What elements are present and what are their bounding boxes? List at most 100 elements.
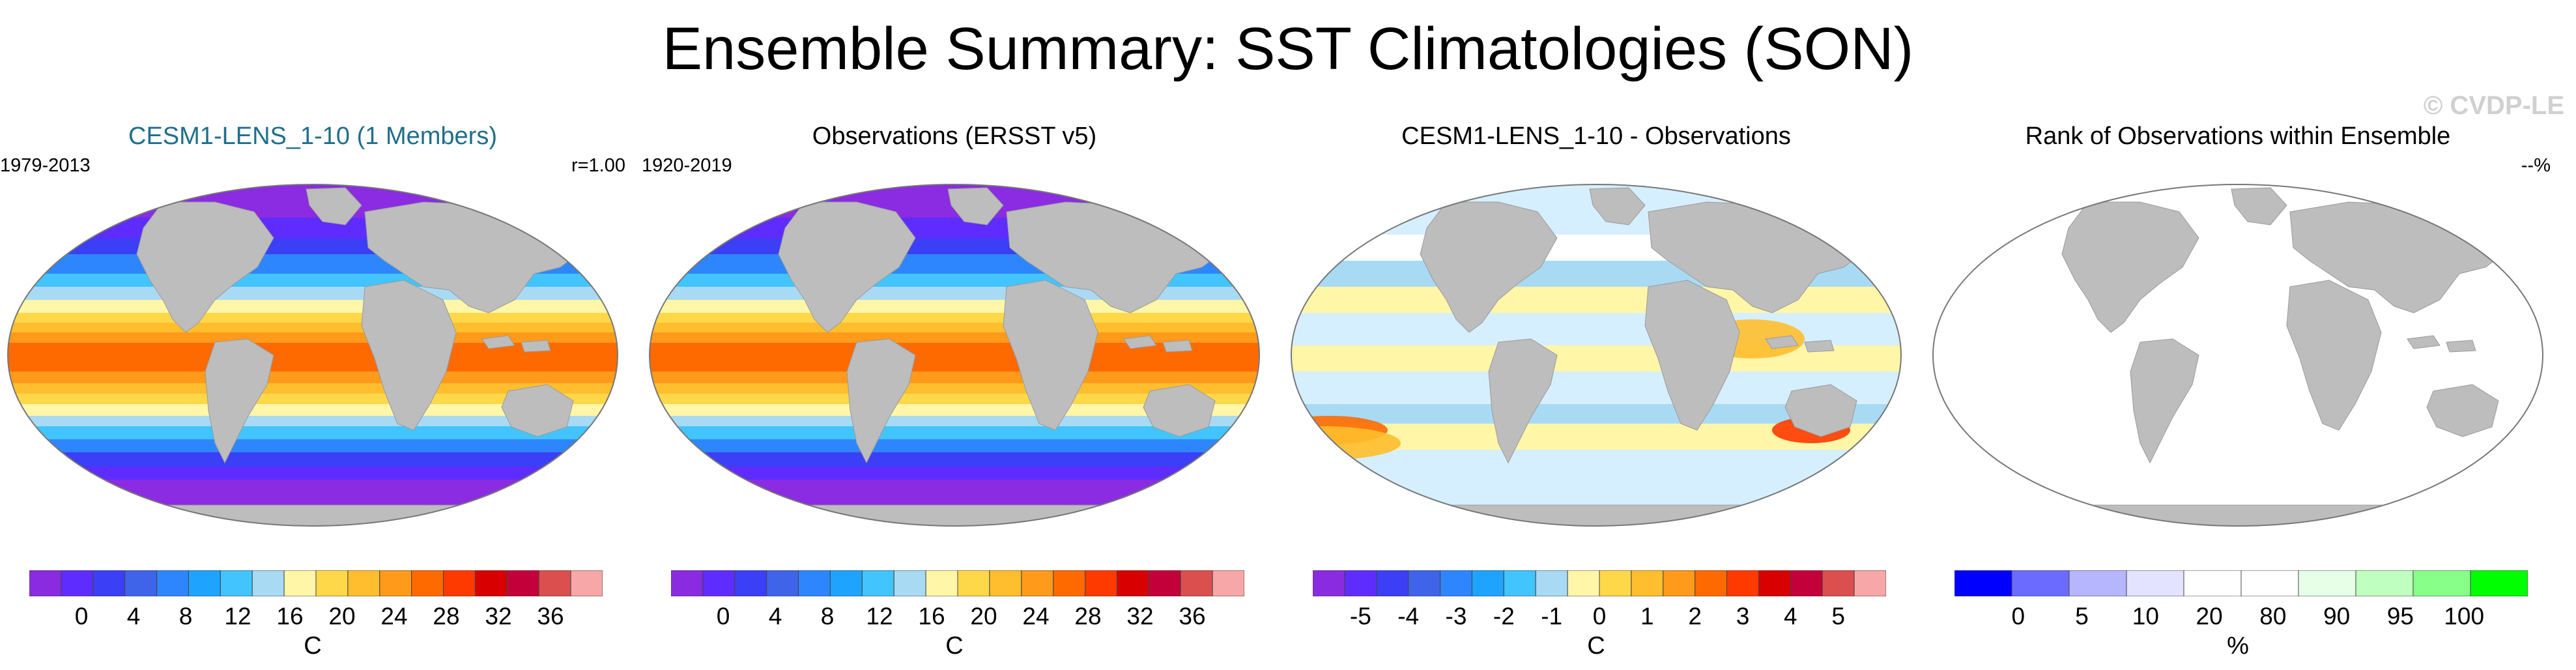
colorbar-swatch — [670, 570, 704, 597]
colorbar-unit: % — [2227, 632, 2249, 660]
sst-difference-map — [1283, 176, 1909, 534]
colorbar-swatch — [1312, 570, 1345, 597]
colorbar-swatch — [1085, 570, 1117, 597]
colorbar-swatch — [1599, 570, 1632, 597]
colorbar-tick-label: 8 — [179, 603, 193, 630]
colorbar-swatch — [93, 570, 126, 597]
colorbar-swatch — [1344, 570, 1377, 597]
colorbar-tick-label: 5 — [1831, 603, 1845, 630]
colorbar-tick-label: 4 — [126, 603, 141, 630]
colorbar-swatch — [2355, 570, 2414, 597]
colorbar-swatch — [379, 570, 412, 597]
colorbar-swatch — [61, 570, 94, 597]
sst-map — [642, 176, 1267, 534]
colorbar-swatch — [1376, 570, 1409, 597]
colorbar-swatch — [570, 570, 603, 597]
colorbar-swatch — [1567, 570, 1600, 597]
colorbar-swatch — [1021, 570, 1054, 597]
colorbar-tick-label: 36 — [1179, 603, 1206, 630]
colorbar-swatch — [474, 570, 508, 597]
colorbar-tick-label: 5 — [2075, 603, 2089, 630]
colorbar-tick-label: 0 — [716, 603, 730, 630]
colorbar-swatch — [1180, 570, 1213, 597]
colorbar-swatch — [538, 570, 571, 597]
panel-title: CESM1-LENS_1-10 - Observations — [1401, 123, 1791, 150]
colorbar-swatch — [2126, 570, 2184, 597]
colorbar-tick-label: 0 — [1592, 603, 1607, 630]
colorbar — [1954, 570, 2528, 597]
colorbar-swatch — [2298, 570, 2356, 597]
colorbar-swatch — [861, 570, 894, 597]
colorbar-swatch — [1148, 570, 1181, 597]
colorbar-swatch — [1212, 570, 1245, 597]
colorbar-swatch — [2470, 570, 2528, 597]
colorbar-tick-label: 8 — [820, 603, 835, 630]
panel-difference: CESM1-LENS_1-10 - Observations C -5 -4 -3-… — [1283, 117, 1909, 665]
colorbar-tick-label: -5 — [1349, 603, 1371, 630]
colorbar-swatch — [925, 570, 958, 597]
panel-title: Rank of Observations within Ensemble — [2025, 123, 2451, 150]
colorbar-swatch — [283, 570, 317, 597]
watermark: © CVDP-LE — [2423, 91, 2564, 120]
colorbar-tick-label: 16 — [276, 603, 304, 630]
colorbar — [1312, 570, 1887, 597]
colorbar-swatch — [1408, 570, 1441, 597]
colorbar-tick-label: -4 — [1397, 603, 1420, 630]
colorbar-tick-label: 4 — [1784, 603, 1797, 630]
rank-percent-label: --% — [2521, 155, 2551, 176]
panel-model-climatology: CESM1-LENS_1-10 (1 Members) 1979-2013 r=… — [0, 117, 625, 665]
colorbar-swatch — [1822, 570, 1855, 597]
colorbar-swatch — [1503, 570, 1536, 597]
panel-rank: Rank of Observations within Ensemble --%… — [1925, 117, 2551, 665]
pattern-correlation-label: r=1.00 — [571, 155, 625, 176]
colorbar-swatch — [1663, 570, 1696, 597]
colorbar-tick-label: 90 — [2323, 603, 2351, 630]
colorbar-swatch — [798, 570, 831, 597]
colorbar-swatch — [1695, 570, 1728, 597]
sst-map — [0, 176, 625, 534]
colorbar-tick-label: 20 — [328, 603, 356, 630]
colorbar-swatch — [1471, 570, 1504, 597]
colorbar-swatch — [124, 570, 158, 597]
colorbar-swatch — [989, 570, 1022, 597]
colorbar-swatch — [156, 570, 189, 597]
colorbar-swatch — [957, 570, 990, 597]
colorbar-swatch — [2240, 570, 2299, 597]
colorbar-tick-label: 0 — [74, 603, 89, 630]
colorbar-unit: C — [304, 632, 322, 660]
colorbar-swatch — [1726, 570, 1759, 597]
colorbar-tick-label: 20 — [2196, 603, 2223, 630]
panel-observations-climatology: Observations (ERSST v5) 1920-2019 C 0 4 8 1… — [642, 117, 1267, 665]
colorbar-swatch — [1853, 570, 1887, 597]
colorbar-swatch — [1116, 570, 1149, 597]
colorbar-swatch — [2011, 570, 2070, 597]
colorbar-swatch — [2183, 570, 2242, 597]
colorbar-tick-label: 12 — [866, 603, 893, 630]
colorbar-swatch — [1535, 570, 1568, 597]
colorbar-tick-label: 28 — [1074, 603, 1102, 630]
rank-map — [1925, 176, 2551, 534]
colorbar-swatch — [2412, 570, 2471, 597]
colorbar-swatch — [220, 570, 253, 597]
colorbar-tick-label: 2 — [1688, 603, 1702, 630]
colorbar-swatch — [829, 570, 863, 597]
colorbar-tick-label: 100 — [2444, 603, 2485, 630]
colorbar-tick-label: 95 — [2386, 603, 2414, 630]
colorbar-swatch — [506, 570, 539, 597]
colorbar-tick-label: -2 — [1493, 603, 1515, 630]
colorbar-tick-label: 0 — [2011, 603, 2025, 630]
colorbar-tick-label: 28 — [433, 603, 460, 630]
colorbar — [670, 570, 1245, 597]
period-label: 1979-2013 — [0, 155, 91, 176]
period-label: 1920-2019 — [642, 155, 732, 176]
colorbar-tick-label: 80 — [2259, 603, 2287, 630]
colorbar-swatch — [1053, 570, 1086, 597]
colorbar-tick-label: 12 — [224, 603, 251, 630]
panel-title: CESM1-LENS_1-10 (1 Members) — [128, 123, 497, 150]
colorbar-swatch — [411, 570, 444, 597]
colorbar-swatch — [347, 570, 380, 597]
colorbar-swatch — [188, 570, 221, 597]
figure-title: Ensemble Summary: SST Climatologies (SON… — [662, 16, 1914, 82]
colorbar-swatch — [315, 570, 349, 597]
colorbar-tick-label: 36 — [537, 603, 564, 630]
